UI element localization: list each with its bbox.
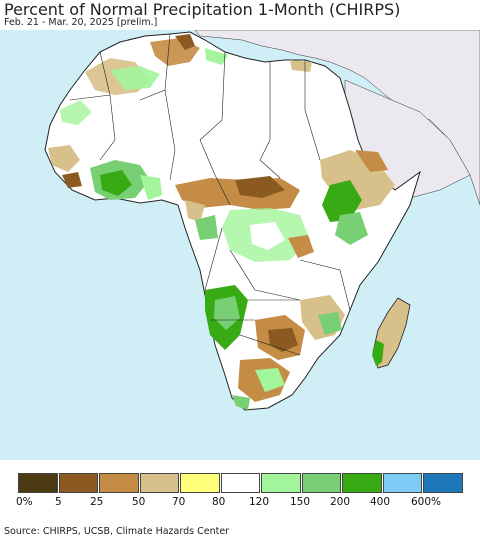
legend-label: 150 — [290, 496, 311, 508]
legend-label: 50 — [132, 496, 146, 508]
date-range: Feb. 21 - Mar. 20, 2025 [prelim.] — [4, 17, 158, 28]
country-borders — [69, 33, 351, 356]
legend-label: 80 — [212, 496, 226, 508]
legend-swatch — [139, 473, 179, 493]
legend-swatch — [423, 473, 463, 493]
legend-label: 200 — [330, 496, 351, 508]
legend-swatch — [301, 473, 341, 493]
legend-swatch — [18, 473, 58, 493]
legend — [18, 473, 463, 493]
legend-swatch — [342, 473, 382, 493]
legend-label: 25 — [90, 496, 104, 508]
legend-swatch — [180, 473, 220, 493]
source-credit: Source: CHIRPS, UCSB, Climate Hazards Ce… — [4, 526, 230, 537]
legend-label: 0% — [16, 496, 33, 508]
legend-label: 600% — [411, 496, 442, 508]
legend-swatch — [220, 473, 260, 493]
legend-swatch — [58, 473, 98, 493]
legend-label: 5 — [55, 496, 62, 508]
legend-swatch — [261, 473, 301, 493]
legend-swatch — [382, 473, 422, 493]
legend-labels: 0% 5 25 50 70 80 120 150 200 400 600% — [0, 496, 480, 510]
legend-label: 120 — [249, 496, 270, 508]
precipitation-map — [0, 30, 480, 460]
legend-label: 70 — [172, 496, 186, 508]
legend-label: 400 — [370, 496, 391, 508]
legend-swatch — [99, 473, 139, 493]
page-title: Percent of Normal Precipitation 1-Month … — [4, 0, 401, 19]
